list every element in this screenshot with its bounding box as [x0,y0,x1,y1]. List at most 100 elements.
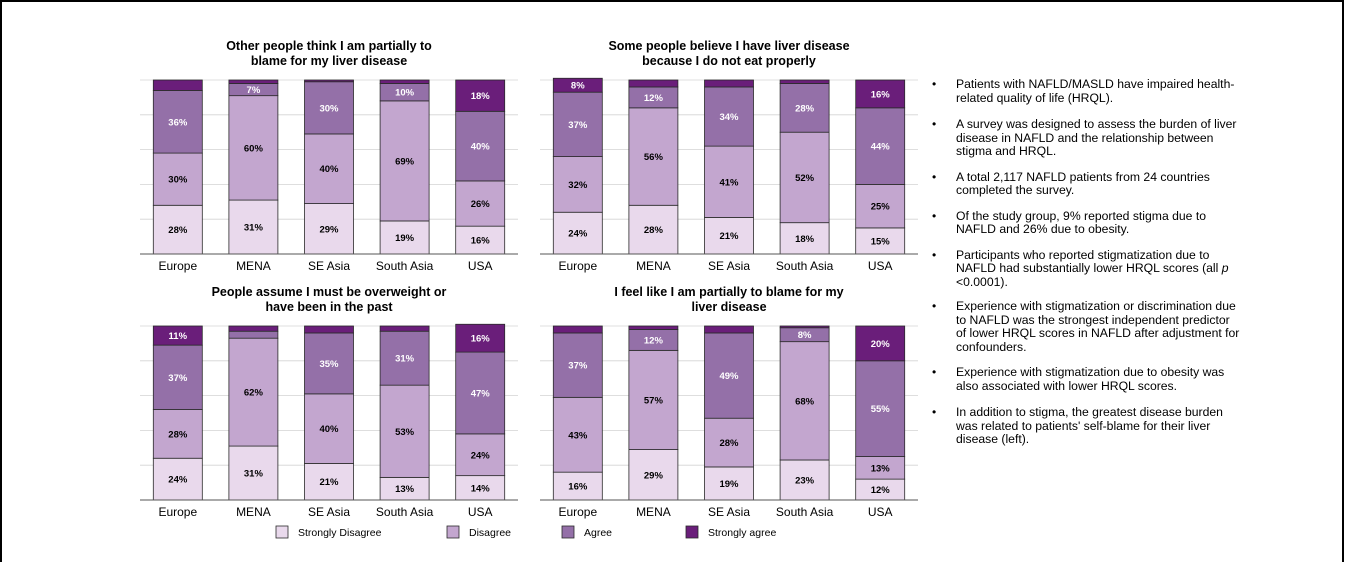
data-label: 16% [871,89,891,100]
legend-swatch [561,525,575,539]
bar-segment [779,325,830,329]
data-label: 14% [471,483,491,494]
bar-segment [152,79,203,91]
bar-segment [779,459,830,501]
key-point: • Experience with stigmatization or discr… [932,299,1242,354]
bar-segment [704,325,754,334]
data-label: 43% [568,430,588,441]
data-label: 8% [571,81,585,92]
data-label: 13% [395,484,415,495]
bar-segment [228,445,279,501]
x-tick-label: MENA [236,505,271,519]
x-tick-label: South Asia [376,259,434,273]
bar-segment [552,156,603,213]
bar-segment [855,227,906,255]
chart-title: People assume I must be overweight or [212,285,447,299]
chart-title: Some people believe I have liver disease [608,39,849,53]
bar-segment [779,79,830,84]
data-label: 12% [644,93,664,104]
data-label: 56% [644,152,664,163]
bar-segment [855,325,906,362]
bar-segment [628,349,679,450]
legend-label: Strongly agree [708,527,776,539]
key-point-text: A survey was designed to assess the burd… [956,117,1237,158]
chart-panel-2: Some people believe I have liver disease… [540,39,918,273]
bar-segment [855,79,906,109]
bar-segment [379,100,430,222]
legend-item: Strongly agree [685,525,776,539]
x-tick-label: SE Asia [308,259,350,273]
data-label: 28% [644,225,664,236]
legend-item: Strongly Disagree [275,525,382,539]
legend-item: Disagree [446,525,511,539]
data-label: 53% [395,427,415,438]
x-tick-label: Europe [558,505,597,519]
bar-segment [228,337,279,447]
x-tick-label: South Asia [776,505,834,519]
key-point: • Participants who reported stigmatizatio… [932,248,1242,290]
legend-label: Strongly Disagree [298,527,382,539]
bar-segment [152,204,203,255]
bar-segment [152,457,203,501]
bar-segment [228,95,279,201]
legend-swatch [446,525,460,539]
bar-segment [552,396,603,473]
key-point-text: Patients with NAFLD/MASLD have impaired … [956,77,1235,105]
x-tick-label: SE Asia [708,259,750,273]
chart-panel-1: Other people think I am partially toblam… [140,39,518,273]
legend-item: Agree [561,525,612,539]
data-label: 28% [719,438,739,449]
key-point-text: <0.0001). [956,274,1008,289]
key-point-text: A total 2,117 NAFLD patients from 24 cou… [956,169,1210,197]
bar-segment [379,79,430,84]
bar-segment [628,107,679,206]
bar-segment [628,449,679,501]
key-point: • In addition to stigma, the greatest dis… [932,405,1242,447]
bar-segment [304,463,354,501]
data-label: 49% [719,371,739,382]
key-point: • A total 2,117 NAFLD patients from 24 co… [932,169,1242,198]
bar-segment [304,79,354,83]
data-label: 13% [871,463,891,474]
data-label: 10% [395,88,415,99]
data-label: 29% [644,470,664,481]
legend-swatch [685,525,699,539]
bullet-dot-icon: • [932,365,937,379]
data-label: 36% [168,117,188,128]
bar-segment [379,330,430,386]
bar-segment [379,325,430,332]
chart-title: I feel like I am partially to blame for … [614,285,843,299]
bar-segment [628,325,679,330]
x-tick-label: USA [868,259,893,273]
legend-label: Disagree [469,527,511,539]
x-tick-label: South Asia [376,505,434,519]
data-label: 31% [395,354,415,365]
chart-title: have been in the past [265,300,393,314]
data-label: 18% [471,91,491,102]
bullet-dot-icon: • [932,208,937,223]
bar-segment [228,325,279,332]
data-label: 25% [871,202,891,213]
data-label: 21% [319,477,339,488]
chart-title: because I do not eat properly [642,54,816,68]
bar-segment [704,217,754,255]
data-label: 19% [395,233,415,244]
data-label: 16% [471,236,491,247]
key-point-text: In addition to stigma, the greatest dise… [956,405,1223,446]
data-label: 15% [871,236,891,247]
data-label: 69% [395,156,415,167]
data-label: 16% [471,334,491,345]
data-label: 18% [795,234,815,245]
bar-segment [704,417,754,468]
bar-segment [455,110,506,182]
key-point: • Of the study group, 9% reported stigma … [932,208,1242,237]
bar-segment [152,152,203,206]
data-label: 37% [168,373,188,384]
bar-segment [779,83,830,133]
data-label: 34% [719,112,739,123]
data-label: 7% [247,85,261,96]
data-label: 23% [795,475,815,486]
key-points-list: • Patients with NAFLD/MASLD have impaired… [932,77,1242,447]
bar-segment [704,79,754,88]
